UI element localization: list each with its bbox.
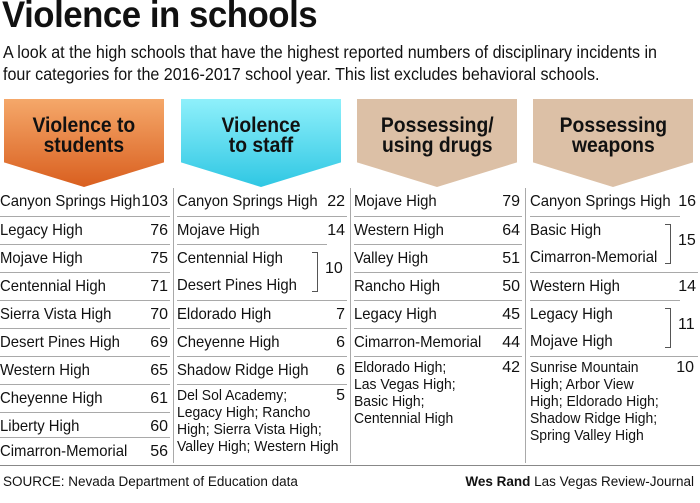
- table-row: Western High 64: [354, 216, 522, 244]
- group-value: 10: [325, 260, 343, 277]
- column-divider: [350, 188, 351, 463]
- table-row: Desert Pines High: [177, 277, 297, 294]
- table-row: Legacy High 45: [354, 300, 522, 328]
- table-row: Western High 65: [0, 356, 170, 384]
- multi-school-list: Eldorado High; Las Vegas High; Basic Hig…: [354, 359, 456, 427]
- table-row: Mojave High 79: [354, 193, 520, 210]
- table-row: Mojave High 75: [0, 244, 170, 272]
- column-divider: [525, 188, 526, 463]
- table-row: Cheyenne High 61: [0, 384, 170, 412]
- header-violence-students: Violence to students: [4, 99, 164, 187]
- table-row: Mojave High 14: [177, 216, 347, 244]
- source-note: SOURCE: Nevada Department of Education d…: [3, 474, 298, 489]
- group-brace: [665, 308, 671, 348]
- table-row: Canyon Springs High 22: [177, 193, 345, 210]
- group-value: 15: [678, 232, 696, 249]
- table-row: Centennial High: [177, 244, 327, 272]
- column-divider: [173, 188, 174, 463]
- table-row: Shadow Ridge High 6: [177, 356, 347, 384]
- table-row: Eldorado High 7: [177, 300, 347, 328]
- table-row: Cheyenne High 6: [177, 328, 347, 356]
- subtitle-line-1: A look at the high schools that have the…: [3, 42, 657, 62]
- subtitle: A look at the high schools that have the…: [3, 41, 657, 85]
- table-row: Liberty High 60: [0, 412, 170, 440]
- table-row: Cimarron-Memorial: [530, 249, 658, 266]
- header-weapons: Possessing weapons: [533, 99, 693, 187]
- table-row: Desert Pines High 69: [0, 328, 170, 356]
- group-value: 11: [678, 316, 695, 333]
- multi-school-list: Del Sol Academy; Legacy High; Rancho Hig…: [177, 387, 339, 455]
- credit: Wes Rand Las Vegas Review-Journal: [465, 474, 694, 489]
- header-drugs: Possessing/ using drugs: [357, 99, 517, 187]
- table-row: Valley High 51: [354, 244, 522, 272]
- group-brace: [665, 224, 671, 264]
- footer-divider: [0, 465, 700, 466]
- table-row: Legacy High 76: [0, 216, 170, 244]
- table-row: Rancho High 50: [354, 272, 522, 300]
- table-row: Legacy High: [530, 300, 680, 328]
- table-row-multi: Sunrise Mountain High; Arbor View High; …: [530, 356, 698, 456]
- table-row: Mojave High: [530, 333, 613, 350]
- table-row: Centennial High 71: [0, 272, 170, 300]
- credit-org: Las Vegas Review-Journal: [534, 474, 694, 489]
- table-row: Canyon Springs High 103: [0, 193, 168, 210]
- credit-name: Wes Rand: [465, 474, 531, 489]
- table-row-multi: Eldorado High; Las Vegas High; Basic Hig…: [354, 356, 522, 436]
- multi-school-list: Sunrise Mountain High; Arbor View High; …: [530, 359, 659, 444]
- table-row: Sierra Vista High 70: [0, 300, 170, 328]
- table-row: Basic High: [530, 216, 680, 244]
- table-row: Canyon Springs High 16: [530, 193, 696, 210]
- table-row: Western High 14: [530, 272, 698, 300]
- subtitle-line-2: four categories for the 2016-2017 school…: [3, 64, 600, 84]
- table-row: Cimarron-Memorial 44: [354, 328, 522, 356]
- group-brace: [312, 252, 318, 292]
- table-row: Cimarron-Memorial 56: [0, 437, 170, 465]
- table-row-multi: Del Sol Academy; Legacy High; Rancho Hig…: [177, 384, 347, 464]
- page-title: Violence in schools: [2, 0, 318, 35]
- header-violence-staff: Violence to staff: [181, 99, 341, 187]
